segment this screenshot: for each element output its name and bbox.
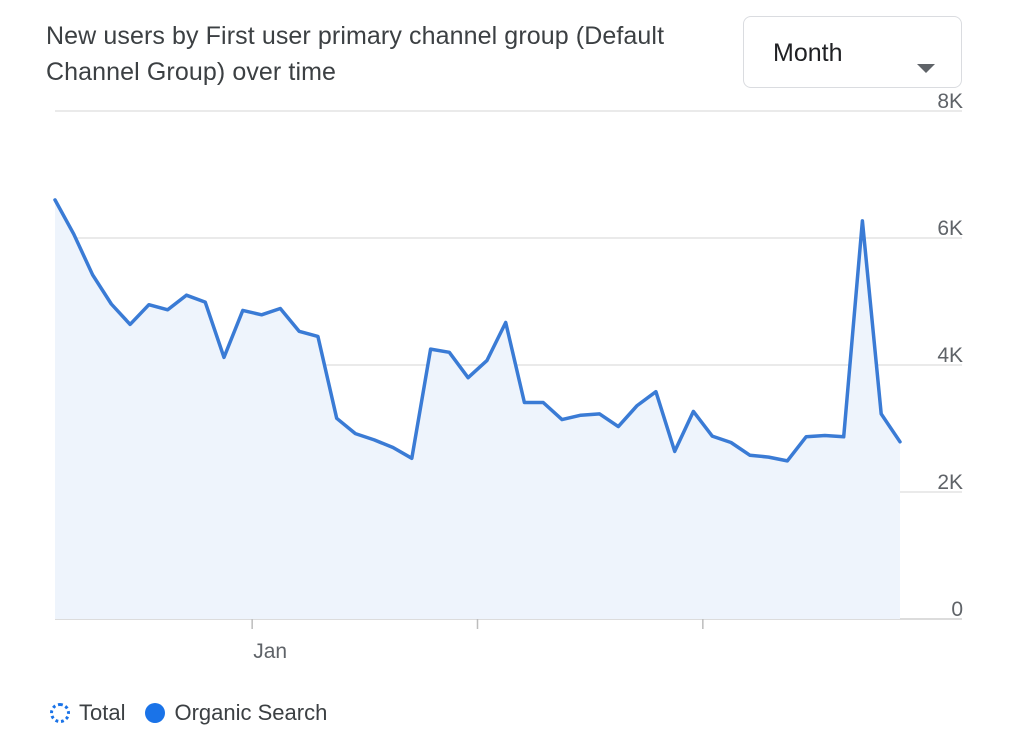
period-dropdown-value: Month [773,39,843,67]
legend-label-organic-search: Organic Search [174,700,328,725]
x-axis: Jan [251,619,704,663]
y-tick-label: 4K [937,344,963,367]
y-tick-label: 8K [937,90,963,113]
chart-title: New users by First user primary channel … [46,22,665,86]
legend-item-organic-search[interactable]: Organic Search [145,700,327,726]
chart-area-layer [55,199,900,619]
legend-label-total: Total [79,700,126,725]
y-tick-label: 6K [937,217,963,240]
series-line-organic-search [53,198,902,463]
series-area-organic-search [55,199,900,619]
filled-circle-icon [145,703,166,723]
y-tick-label: 0 [951,598,963,621]
dotted-circle-icon [50,703,70,723]
legend-item-total[interactable]: Total [50,700,125,726]
chevron-down-icon [917,64,935,73]
x-tick-label: Jan [253,640,287,663]
y-axis-labels: 0 2K 4K 6K 8K [937,90,963,621]
chart-line-layer [53,198,902,463]
period-dropdown[interactable]: Month [743,16,962,88]
chart-legend: Total Organic Search [50,698,347,728]
y-tick-label: 2K [937,471,963,494]
